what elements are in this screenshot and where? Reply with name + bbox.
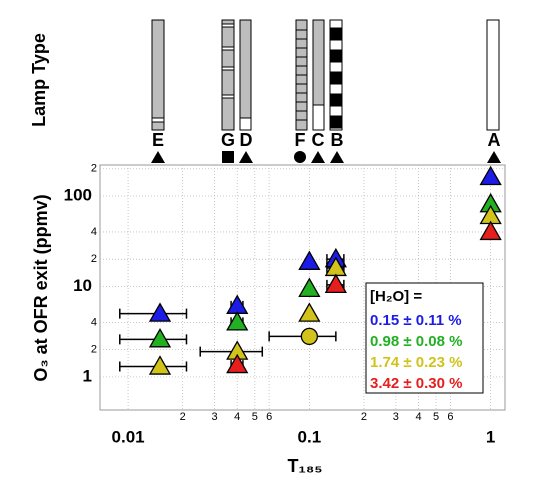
legend-entry: 0.98 ± 0.08 % [370,333,462,350]
marker [479,165,502,186]
y-tick-label: 2 [91,344,97,356]
marker [479,220,502,241]
legend-title: [H₂O] = [370,288,422,305]
y-tick-label: 100 [64,185,92,204]
y-tick-label: 2 [91,253,97,265]
marker [300,327,319,346]
error-bar [119,334,188,345]
x-tick-label: 3 [212,411,218,423]
x-tick-label: 5 [433,411,439,423]
y-axis-label: O₃ at OFR exit (ppmv) [31,194,51,381]
lamp-drawings [151,19,500,131]
marker [298,277,321,297]
x-tick-label: 0.1 [298,427,322,446]
error-bar [119,308,188,319]
marker [324,273,347,294]
lamp-label: G [221,130,235,150]
lamp-label: B [331,130,344,150]
x-axis-label: T₁₈₅ [287,456,322,476]
legend-entry: 3.42 ± 0.30 % [370,375,462,392]
y-tick-label: 4 [91,226,97,238]
marker [148,302,172,322]
legend-entry: 1.74 ± 0.23 % [370,354,462,371]
x-tick-label: 3 [393,411,399,423]
x-tick-label: 6 [447,411,453,423]
lamp-symbols [151,151,501,163]
y-tick-label: 10 [73,276,92,295]
x-tick-label: 6 [266,411,272,423]
marker [298,250,321,270]
x-tick-label: 2 [361,411,367,423]
error-bar [119,361,188,372]
marker [148,355,172,375]
marker [226,294,249,314]
lamp-label: C [312,130,325,150]
y-tick-label: 1 [83,366,92,385]
marker [226,311,249,331]
x-tick-label: 2 [180,411,186,423]
legend-entry: 0.15 ± 0.11 % [370,312,462,329]
marker [148,328,172,348]
x-tick-label: 4 [234,411,240,423]
marker [226,353,249,374]
lamp-label: F [295,130,306,150]
lamp-panel-label: Lamp Type [29,33,49,127]
lamp-label: A [488,130,501,150]
lamp-label: D [240,130,253,150]
lamp-label: E [152,130,164,150]
x-tick-label: 1 [486,427,495,446]
x-tick-label: 5 [252,411,258,423]
legend-box [365,282,484,394]
x-tick-label: 4 [415,411,421,423]
y-tick-label: 4 [91,316,97,328]
y-tick-label: 2 [91,163,97,175]
plot-frame [99,164,506,411]
marker [298,302,321,322]
x-tick-label: 0.01 [112,427,145,446]
